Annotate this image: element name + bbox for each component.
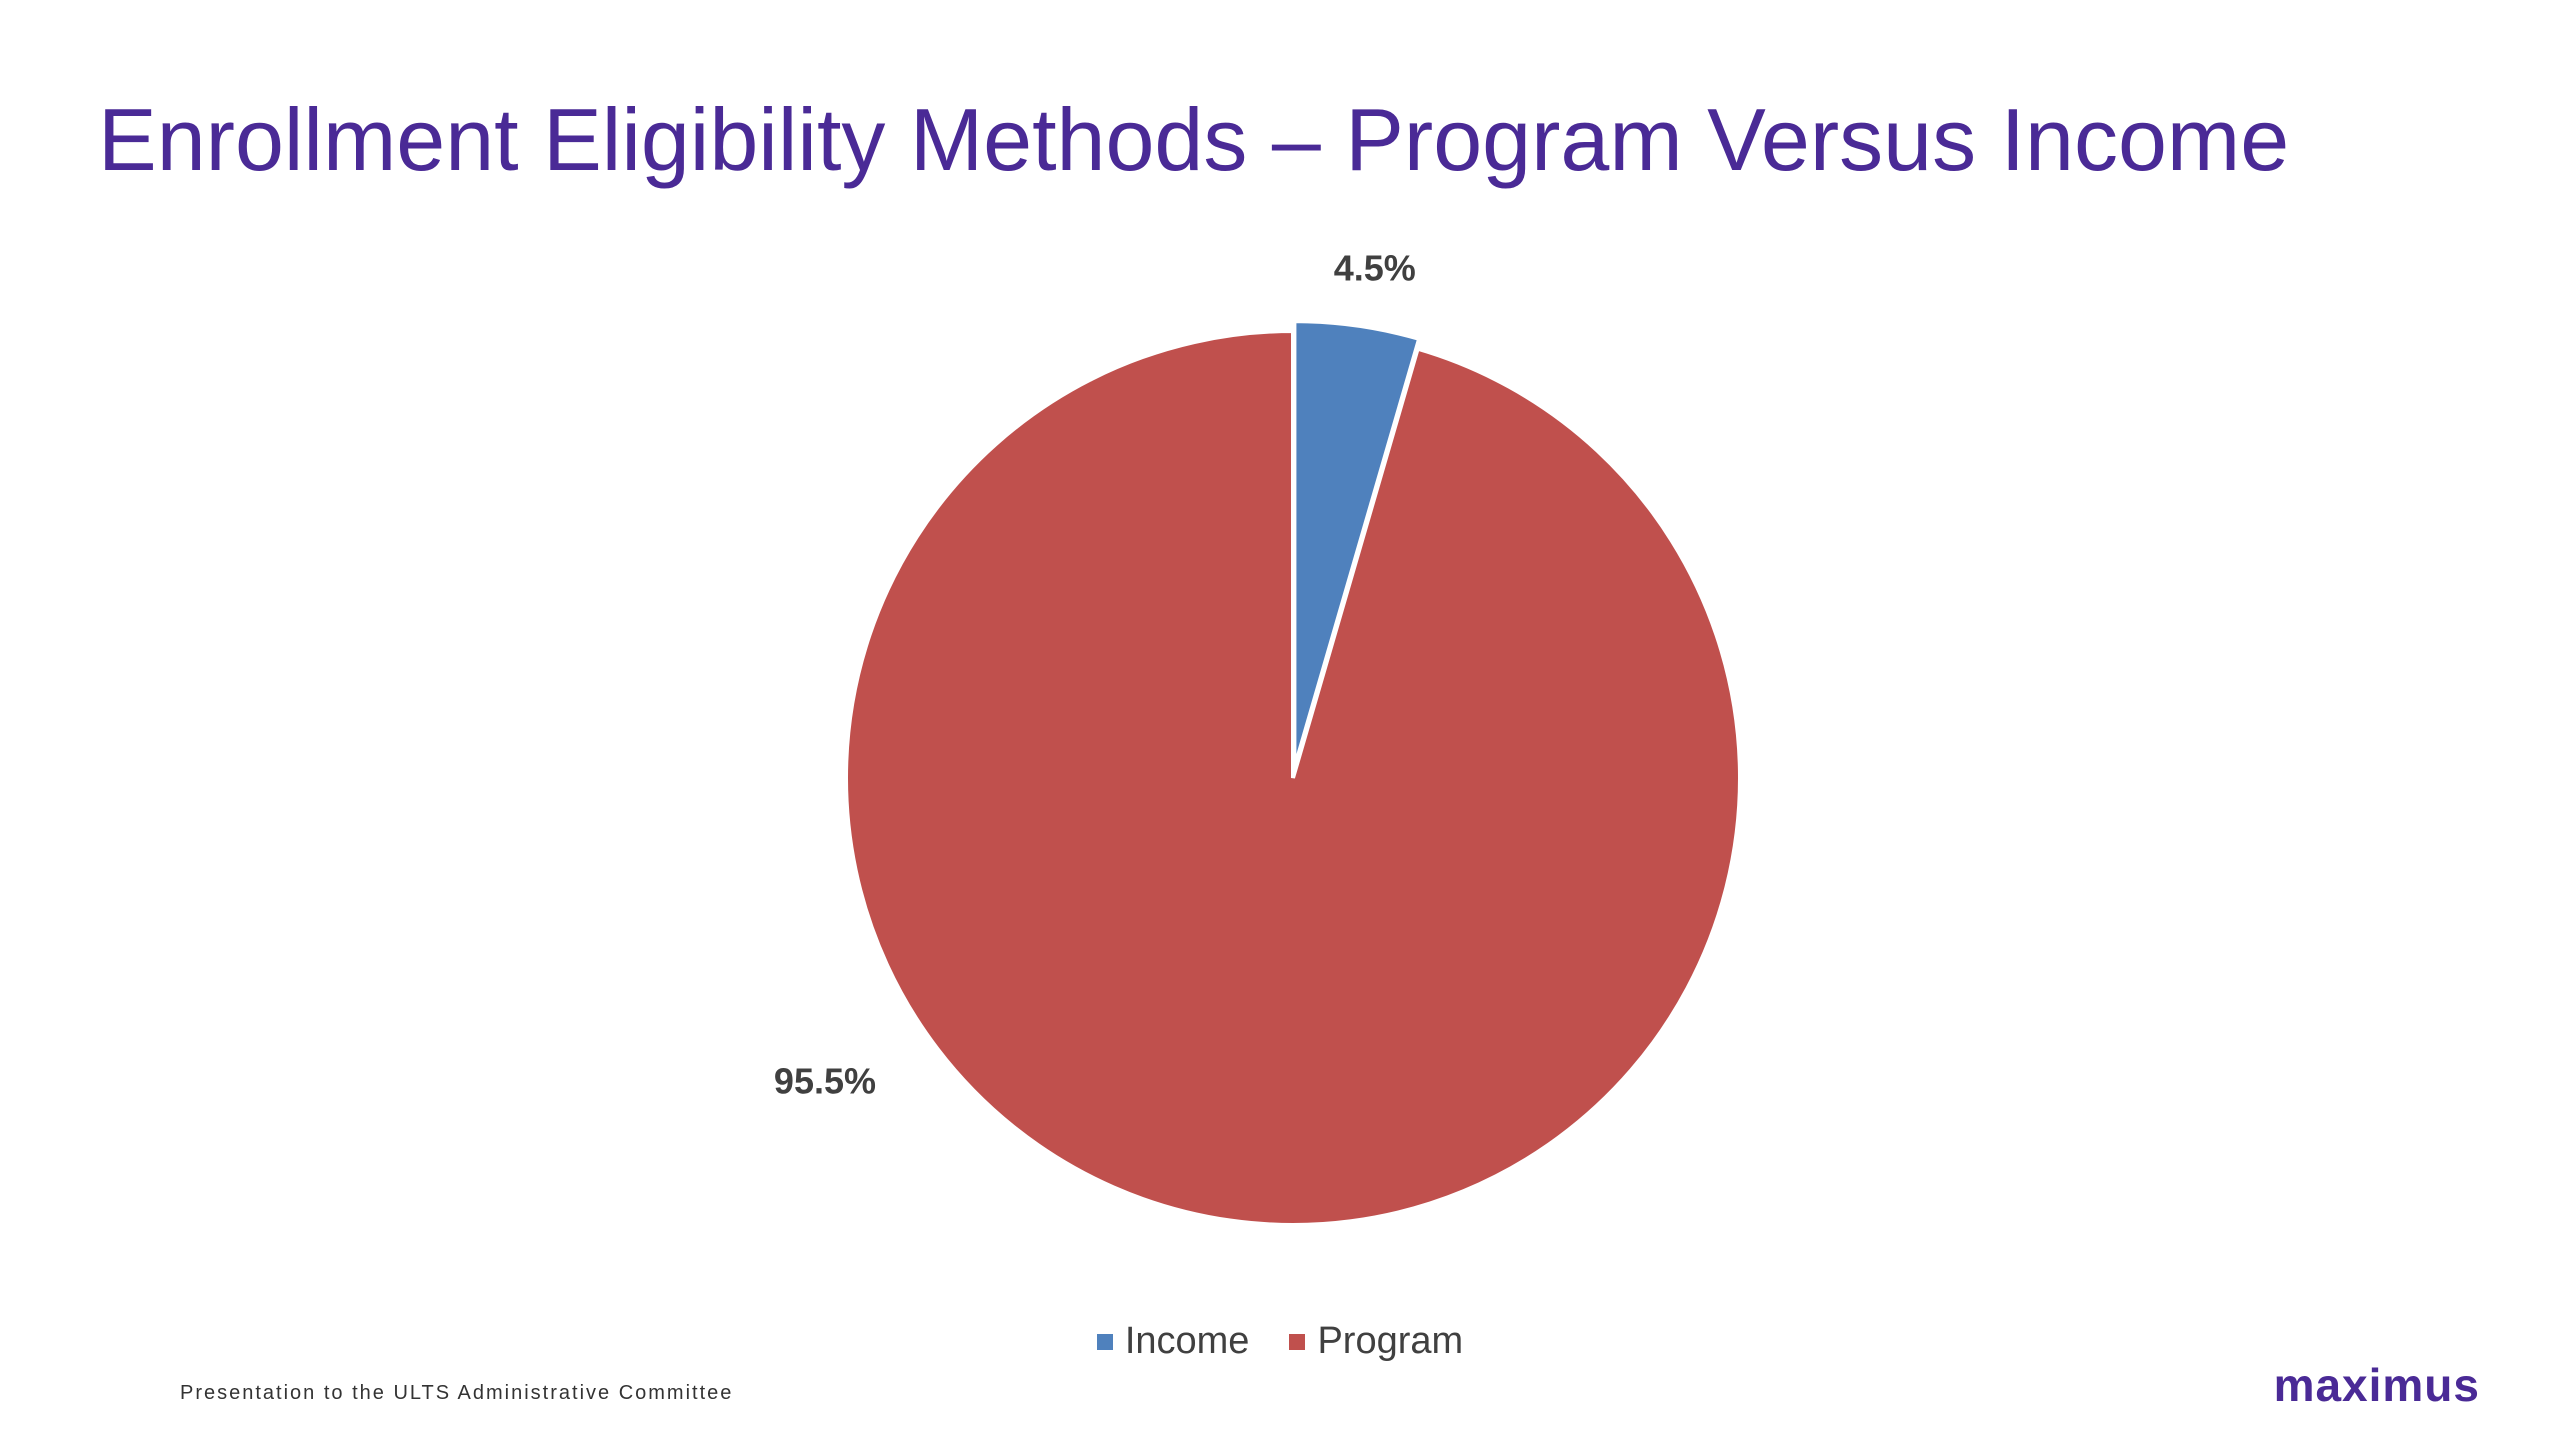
legend-swatch-income	[1096, 1333, 1113, 1350]
maximus-logo: maximus	[2273, 1359, 2480, 1411]
data-label-income: 4.5%	[1334, 248, 1416, 289]
slide-title: Enrollment Eligibility Methods – Program…	[98, 90, 2290, 189]
legend-label-program: Program	[1317, 1320, 1464, 1362]
data-label-program: 95.5%	[774, 1061, 876, 1102]
pie-slice-program	[844, 328, 1742, 1227]
legend-item-program: Program	[1289, 1320, 1463, 1363]
legend-label-income: Income	[1124, 1320, 1250, 1362]
chart-legend: Income Program	[0, 1320, 2560, 1363]
pie-slice-income	[1292, 319, 1422, 769]
legend-swatch-program	[1289, 1333, 1306, 1350]
footer-text: Presentation to the ULTS Administrative …	[180, 1382, 734, 1404]
legend-item-income: Income	[1096, 1320, 1250, 1363]
